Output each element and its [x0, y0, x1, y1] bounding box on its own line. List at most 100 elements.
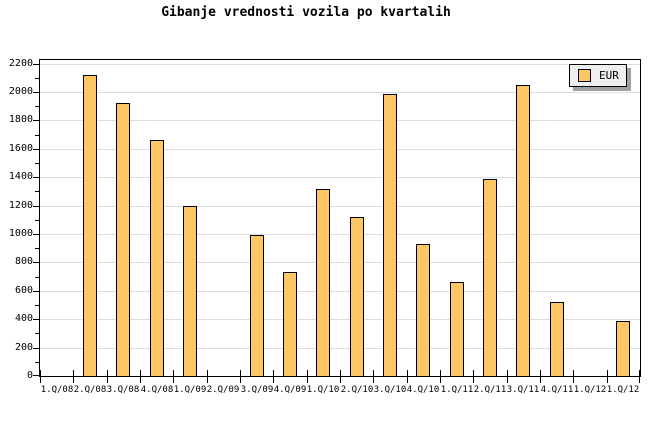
y-axis-tick	[33, 92, 39, 93]
y-axis-minor-tick	[35, 163, 39, 164]
bar	[316, 189, 330, 376]
x-axis-tick	[340, 370, 341, 383]
x-axis-tick	[73, 370, 74, 383]
x-axis-category-label: 2.Q/10	[340, 385, 374, 395]
legend-series-label: EUR	[599, 69, 619, 82]
gridline	[40, 64, 640, 65]
gridline	[40, 92, 640, 93]
y-axis-minor-tick	[35, 191, 39, 192]
bar	[350, 217, 364, 376]
bar	[283, 272, 297, 376]
y-axis-labels: 0 200 400 600 800 1000 1200 1400 1600 1800 2000 220…	[0, 58, 33, 381]
y-axis-tick	[33, 120, 39, 121]
x-axis-category-label: 4.Q/09	[273, 385, 307, 395]
plot-area	[33, 59, 641, 383]
bar	[183, 206, 197, 376]
x-axis-category-label: 3.Q/08	[106, 385, 140, 395]
x-axis-category-label: 1.Q/11	[440, 385, 474, 395]
gridline	[40, 291, 640, 292]
y-axis-tick-label: 0	[26, 370, 33, 381]
y-axis-tick	[33, 206, 39, 207]
x-axis-tick	[373, 370, 374, 383]
gridline	[40, 206, 640, 207]
y-axis-minor-tick	[35, 135, 39, 136]
x-axis-category-label: 2.Q/08	[73, 385, 107, 395]
gridline	[40, 348, 640, 349]
x-axis-tick	[473, 370, 474, 383]
legend: EUR	[569, 64, 627, 87]
x-axis-tick	[40, 370, 41, 383]
bar	[416, 244, 430, 376]
y-axis-tick-label: 800	[14, 256, 33, 267]
x-axis-tick	[440, 370, 441, 383]
y-axis-tick	[33, 262, 39, 263]
y-axis-minor-tick	[35, 362, 39, 363]
x-axis-category-label: 3.Q/11	[506, 385, 540, 395]
y-axis-tick	[33, 375, 39, 376]
bar	[550, 302, 564, 376]
y-axis-tick-label: 1600	[8, 143, 33, 154]
x-axis-category-label: 1.Q/08	[40, 385, 74, 395]
x-axis-category-label: 1.Q/12	[606, 385, 640, 395]
x-axis-tick	[173, 370, 174, 383]
gridline	[40, 234, 640, 235]
x-axis-tick	[140, 370, 141, 383]
y-axis-minor-tick	[35, 78, 39, 79]
x-axis-category-label: 4.Q/10	[406, 385, 440, 395]
y-axis-tick	[33, 177, 39, 178]
x-axis-tick	[107, 370, 108, 383]
y-axis-tick	[33, 348, 39, 349]
x-axis-category-label: 4.Q/08	[140, 385, 174, 395]
bar	[250, 235, 264, 376]
y-axis-minor-tick	[35, 248, 39, 249]
x-axis-tick	[639, 370, 640, 383]
y-axis-tick	[33, 64, 39, 65]
legend-series-swatch	[578, 69, 591, 82]
x-axis-tick	[207, 370, 208, 383]
y-axis-tick-label: 400	[14, 313, 33, 324]
x-axis-tick	[240, 370, 241, 383]
bar	[516, 85, 530, 376]
x-axis-category-label: 2.Q/11	[473, 385, 507, 395]
x-axis-tick	[540, 370, 541, 383]
x-axis-category-label: 4.Q/11	[540, 385, 574, 395]
y-axis-minor-tick	[35, 220, 39, 221]
y-axis-tick	[33, 234, 39, 235]
y-axis-tick-label: 2200	[8, 58, 33, 69]
x-axis-tick	[307, 370, 308, 383]
y-axis-tick-label: 1000	[8, 228, 33, 239]
y-axis-tick-label: 600	[14, 285, 33, 296]
gridline	[40, 177, 640, 178]
x-axis-category-label: 1.Q/10	[306, 385, 340, 395]
x-axis-category-label: 3.Q/10	[373, 385, 407, 395]
y-axis-minor-tick	[35, 333, 39, 334]
gridline	[40, 120, 640, 121]
x-axis-tick	[273, 370, 274, 383]
y-axis-tick-label: 1800	[8, 114, 33, 125]
bar	[450, 282, 464, 376]
gridline	[40, 319, 640, 320]
x-axis-tick	[607, 370, 608, 383]
gridline	[40, 262, 640, 263]
x-axis-category-label: 1.Q/09	[173, 385, 207, 395]
x-axis-labels: 1.Q/08 2.Q/08 3.Q/08 4.Q/08 1.Q/09 2.Q/09 3.Q/…	[40, 384, 640, 396]
x-axis-tick	[407, 370, 408, 383]
bar	[116, 103, 130, 376]
bar	[383, 94, 397, 376]
x-axis-category-label: 3.Q/09	[240, 385, 274, 395]
x-axis-category-label: 1.Q/12	[573, 385, 607, 395]
y-axis-tick	[33, 319, 39, 320]
gridline	[40, 149, 640, 150]
y-axis-tick-label: 1200	[8, 200, 33, 211]
x-axis-tick	[507, 370, 508, 383]
bar	[150, 140, 164, 376]
y-axis-tick	[33, 149, 39, 150]
bar	[83, 75, 97, 376]
chart-title: Gibanje vrednosti vozila po kvartalih	[161, 5, 451, 20]
x-axis-category-label: 2.Q/09	[206, 385, 240, 395]
y-axis-minor-tick	[35, 277, 39, 278]
y-axis-tick-label: 200	[14, 342, 33, 353]
y-axis-tick-label: 2000	[8, 86, 33, 97]
y-axis-minor-tick	[35, 106, 39, 107]
